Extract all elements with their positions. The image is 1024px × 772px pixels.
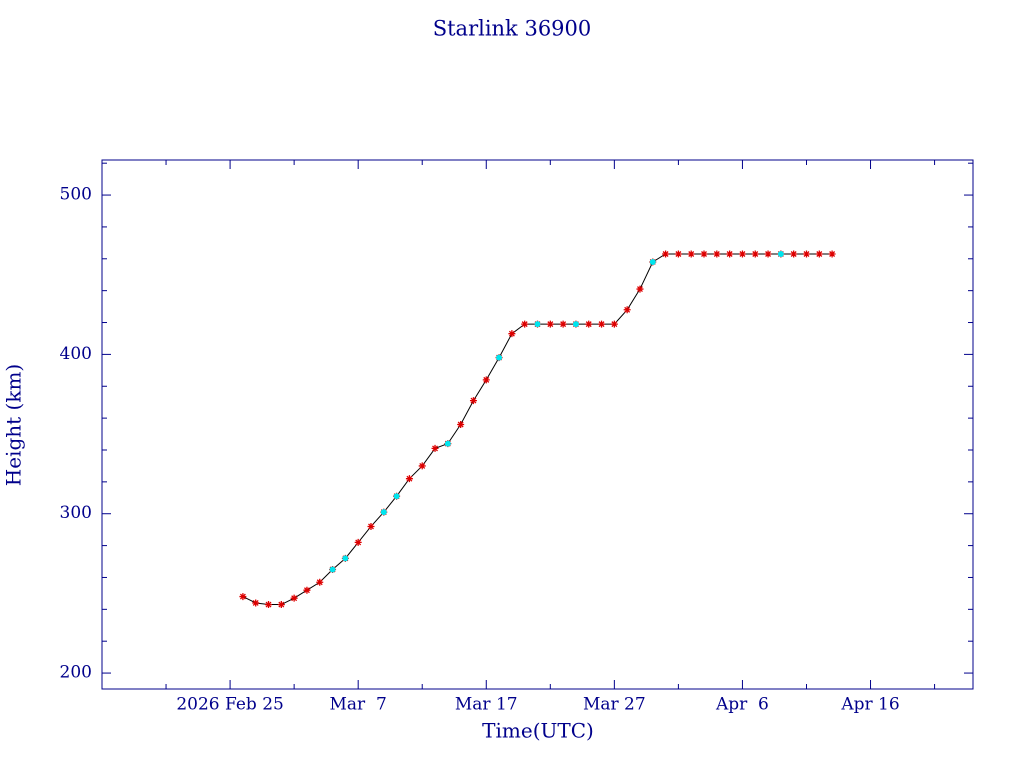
star-marker [405,475,413,483]
star-marker [790,250,798,258]
star-marker [662,250,670,258]
star-marker [764,250,772,258]
star-marker [303,586,311,594]
y-tick-label: 300 [60,503,92,523]
y-tick-label: 500 [60,185,92,205]
star-marker [802,250,810,258]
star-marker [636,285,644,293]
point-marker [649,258,656,265]
star-marker [265,601,273,609]
star-marker [367,522,375,530]
x-tick-label: Mar 27 [583,695,646,715]
star-marker [623,306,631,314]
chart-title: Starlink 36900 [433,17,592,41]
star-marker [469,397,477,405]
star-marker [277,601,285,609]
star-marker [713,250,721,258]
x-axis-label: Time(UTC) [482,719,594,743]
star-marker [751,250,759,258]
star-marker [700,250,708,258]
star-marker [354,538,362,546]
point-marker [496,354,503,361]
x-tick-label: Mar 7 [330,695,387,715]
star-marker [815,250,823,258]
star-marker [687,250,695,258]
x-tick-label: Apr 6 [715,695,769,715]
point-marker [329,566,336,573]
point-marker [393,493,400,500]
point-marker [777,251,784,258]
star-marker [508,330,516,338]
x-tick-label: Mar 17 [455,695,518,715]
star-marker [316,578,324,586]
star-marker [457,421,465,428]
star-marker [252,599,260,607]
y-axis-label: Height (km) [2,364,26,486]
x-tick-label: 2026 Feb 25 [176,695,284,715]
star-marker [585,320,593,328]
star-marker [559,320,567,328]
star-marker [726,250,734,258]
x-tick-label: Apr 16 [840,695,899,715]
point-marker [380,509,387,516]
point-marker [534,321,541,328]
star-marker [290,594,298,602]
star-marker [521,320,529,328]
star-marker [482,376,490,384]
point-marker [342,555,349,562]
star-marker [431,444,439,452]
point-marker [444,440,451,447]
data-line [242,253,833,606]
star-marker [598,320,606,328]
star-marker [239,593,247,601]
star-marker [674,250,682,258]
star-marker [546,320,554,328]
star-marker [738,250,746,258]
star-marker [828,250,836,258]
star-marker [610,320,618,328]
star-marker [418,462,426,470]
y-tick-label: 200 [60,663,92,683]
point-marker [572,321,579,328]
plot-frame [101,159,974,690]
y-tick-label: 400 [60,344,92,364]
